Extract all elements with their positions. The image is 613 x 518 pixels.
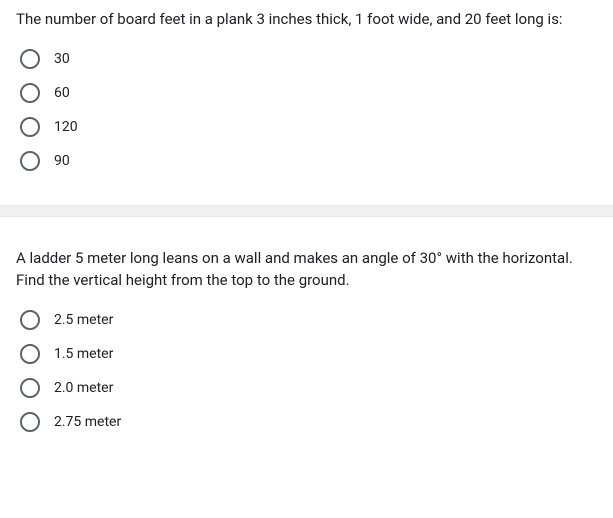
question-text: The number of board feet in a plank 3 in… [16, 8, 597, 31]
option-row[interactable]: 1.5 meter [20, 344, 597, 364]
option-row[interactable]: 2.75 meter [20, 412, 597, 432]
options-group: 2.5 meter 1.5 meter 2.0 meter 2.75 meter [16, 310, 597, 432]
question-block-2: A ladder 5 meter long leans on a wall an… [0, 239, 613, 448]
radio-icon [20, 412, 40, 432]
option-label: 60 [54, 85, 70, 101]
radio-icon [20, 344, 40, 364]
radio-icon [20, 49, 40, 69]
option-label: 1.5 meter [54, 346, 113, 362]
option-label: 2.5 meter [54, 312, 113, 328]
option-row[interactable]: 120 [20, 117, 597, 137]
option-label: 30 [54, 51, 70, 67]
question-text: A ladder 5 meter long leans on a wall an… [16, 247, 597, 292]
option-row[interactable]: 60 [20, 83, 597, 103]
option-label: 90 [54, 153, 70, 169]
option-label: 2.0 meter [54, 380, 113, 396]
radio-icon [20, 378, 40, 398]
options-group: 30 60 120 90 [16, 49, 597, 171]
radio-icon [20, 310, 40, 330]
radio-icon [20, 117, 40, 137]
option-label: 120 [54, 119, 78, 135]
radio-icon [20, 151, 40, 171]
question-block-1: The number of board feet in a plank 3 in… [0, 0, 613, 187]
option-row[interactable]: 2.0 meter [20, 378, 597, 398]
section-divider [0, 205, 613, 217]
option-row[interactable]: 2.5 meter [20, 310, 597, 330]
radio-icon [20, 83, 40, 103]
option-row[interactable]: 30 [20, 49, 597, 69]
option-row[interactable]: 90 [20, 151, 597, 171]
option-label: 2.75 meter [54, 414, 121, 430]
